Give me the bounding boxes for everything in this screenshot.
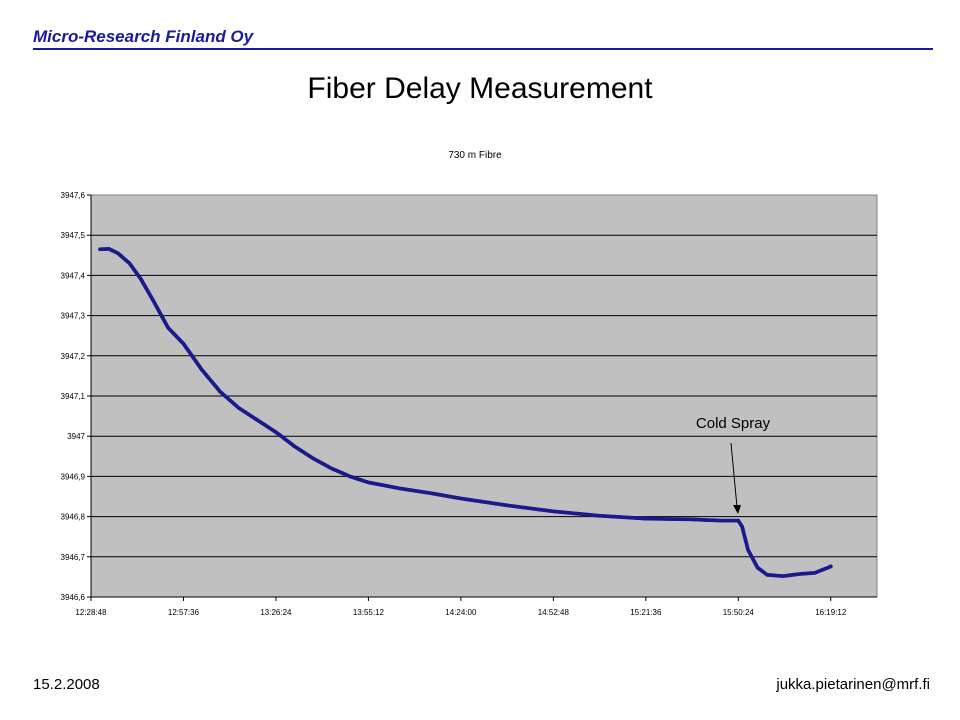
grid-layer — [91, 234, 877, 558]
axis-layer: 3946,6 3946,7 3946,8 3946,9 3947 3947,1 3947,2… — [61, 191, 877, 617]
y-tick-label: 3947,3 — [61, 312, 86, 321]
slide-title: Fiber Delay Measurement — [307, 72, 653, 105]
annotation-arrowhead — [733, 505, 741, 514]
x-tick-label: 12:57:36 — [168, 608, 200, 617]
y-tick-label: 3946,7 — [61, 553, 86, 562]
x-tick-label: 13:55:12 — [353, 608, 385, 617]
y-tick-label: 3947,5 — [61, 231, 86, 240]
y-tick-label: 3947,2 — [61, 352, 86, 361]
y-tick-label: 3946,9 — [61, 472, 86, 481]
header-divider — [33, 48, 933, 50]
y-tick-label: 3947,4 — [61, 271, 86, 280]
company-name: Micro-Research Finland Oy — [33, 27, 254, 46]
chart-title: 730 m Fibre — [448, 150, 502, 161]
annotation-layer: Cold Spray — [696, 415, 771, 514]
annotation-cold-spray: Cold Spray — [696, 415, 771, 432]
x-tick-label: 15:50:24 — [723, 608, 755, 617]
x-tick-label: 14:24:00 — [445, 608, 477, 617]
data-point — [828, 564, 833, 569]
annotation-arrow — [730, 442, 738, 508]
footer-email: jukka.pietarinen@mrf.fi — [776, 676, 930, 693]
y-tick-label: 3947,6 — [61, 191, 86, 200]
y-tick-label: 3947 — [67, 432, 85, 441]
x-tick-label: 16:19:12 — [815, 608, 847, 617]
y-tick-label: 3946,8 — [61, 513, 86, 522]
data-layer — [98, 247, 833, 578]
y-tick-label: 3946,6 — [61, 593, 86, 602]
x-tick-label: 12:28:48 — [75, 608, 107, 617]
x-tick-label: 15:21:36 — [630, 608, 662, 617]
x-tick-label: 13:26:24 — [260, 608, 292, 617]
footer-date: 15.2.2008 — [33, 676, 100, 693]
x-tick-label: 14:52:48 — [538, 608, 570, 617]
y-tick-label: 3947,1 — [61, 392, 86, 401]
